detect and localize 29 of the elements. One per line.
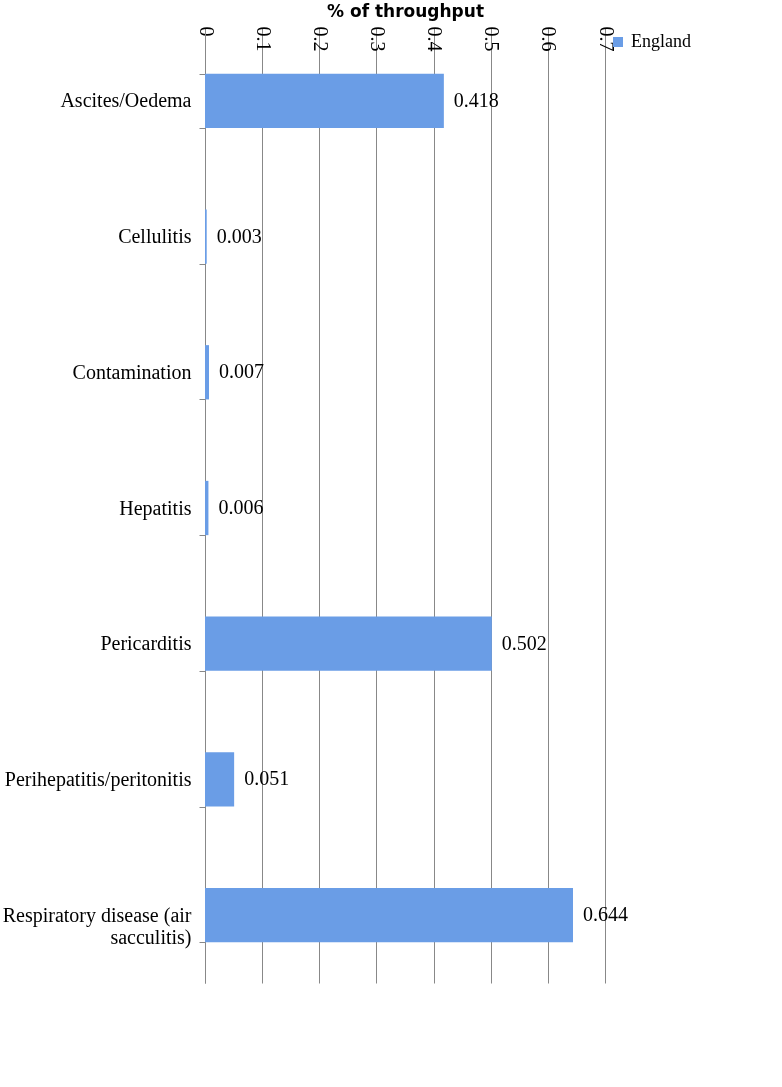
y-tick-label: Ascites/Oedema — [60, 89, 192, 112]
data-label: 0.051 — [244, 767, 290, 790]
bar — [205, 345, 209, 400]
bar — [205, 888, 573, 943]
x-tick-label: 0.6 — [538, 26, 561, 52]
data-label: 0.007 — [219, 360, 264, 383]
x-tick-label: 0.1 — [252, 26, 275, 52]
x-tick-label: 0.2 — [309, 26, 332, 52]
y-tick-label: Respiratory disease (air sacculitis) — [2, 903, 192, 949]
x-tick-label: 0.5 — [481, 26, 504, 52]
x-tick-label: 0.3 — [366, 26, 389, 52]
y-tick-label: Hepatitis — [119, 496, 192, 520]
x-axis-title: % of throughput — [326, 0, 485, 21]
data-label: 0.644 — [583, 903, 628, 926]
y-tick-label: Perihepatitis/peritonitis — [4, 767, 192, 791]
data-label: 0.502 — [501, 631, 547, 654]
bar — [205, 752, 235, 807]
y-tick-label: Contamination — [72, 360, 192, 383]
legend-label: England — [631, 31, 691, 51]
bar — [205, 73, 444, 128]
data-label: 0.418 — [453, 88, 499, 111]
data-label: 0.003 — [216, 224, 262, 247]
bar — [205, 616, 492, 671]
y-tick-label: Cellulitis — [118, 225, 192, 248]
x-tick-label: 0.7 — [595, 26, 618, 52]
x-tick-label: 0 — [195, 26, 218, 37]
x-tick-label: 0.4 — [424, 26, 447, 52]
y-tick-label: Pericarditis — [100, 632, 192, 655]
data-label: 0.006 — [218, 496, 264, 518]
